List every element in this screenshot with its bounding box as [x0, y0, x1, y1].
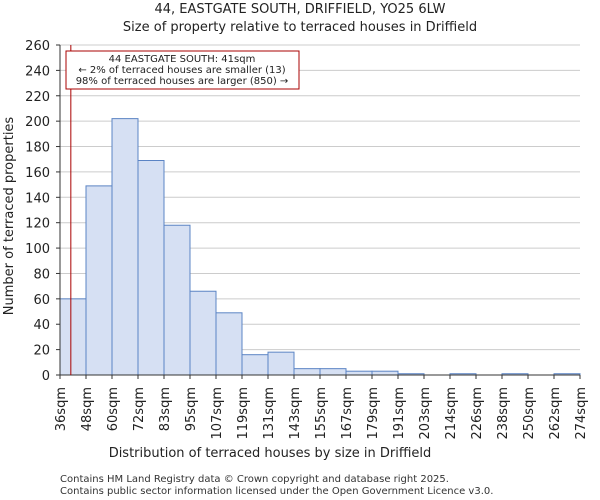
- x-tick-label: 262sqm: [548, 387, 563, 440]
- bar-179sqm: [371, 370, 399, 376]
- y-tick-label: 260: [25, 39, 50, 54]
- bar-119sqm: [241, 354, 269, 376]
- y-axis-label: Number of terraced properties: [2, 117, 17, 316]
- bar-36sqm: [59, 298, 87, 376]
- bar-83sqm: [163, 224, 191, 376]
- x-tick-label: 72sqm: [132, 387, 147, 431]
- x-tick-label: 250sqm: [522, 387, 537, 440]
- x-tick-label: 36sqm: [54, 387, 69, 431]
- y-tick-label: 80: [33, 267, 50, 282]
- x-tick-label: 119sqm: [236, 387, 251, 440]
- x-tick-label: 48sqm: [80, 387, 95, 431]
- bars: [59, 118, 581, 376]
- bar-167sqm: [345, 370, 373, 376]
- y-tick-label: 100: [25, 242, 50, 257]
- annotation-line-3: 98% of terraced houses are larger (850) …: [76, 76, 289, 87]
- x-tick-label: 226sqm: [470, 387, 485, 440]
- x-tick-label: 107sqm: [210, 387, 225, 440]
- y-tick-label: 200: [25, 115, 50, 130]
- bar-72sqm: [137, 160, 165, 376]
- chart-title-line-1: 44, EASTGATE SOUTH, DRIFFIELD, YO25 6LW: [154, 2, 445, 17]
- y-tick-label: 20: [33, 344, 50, 359]
- x-tick-label: 83sqm: [158, 387, 173, 431]
- bar-60sqm: [111, 118, 139, 376]
- x-tick-label: 214sqm: [444, 387, 459, 440]
- bar-143sqm: [293, 368, 321, 376]
- y-tick-label: 120: [25, 217, 50, 232]
- bar-107sqm: [215, 312, 243, 376]
- y-tick-label: 220: [25, 90, 50, 105]
- annotation-line-1: 44 EASTGATE SOUTH: 41sqm: [109, 54, 256, 65]
- y-tick-label: 40: [33, 318, 50, 333]
- x-tick-label: 155sqm: [314, 387, 329, 440]
- x-tick-label: 167sqm: [340, 387, 355, 440]
- y-tick-label: 160: [25, 166, 50, 181]
- bar-131sqm: [267, 351, 295, 376]
- chart-title-line-2: Size of property relative to terraced ho…: [123, 20, 477, 35]
- bar-95sqm: [189, 290, 217, 376]
- x-tick-label: 60sqm: [106, 387, 121, 431]
- footer-line-2: Contains public sector information licen…: [60, 486, 493, 497]
- bar-155sqm: [319, 368, 347, 376]
- y-tick-labels: 0 20 40 60 80 100 120 140 160 180 200 220 240 260: [25, 39, 60, 384]
- x-tick-label: 203sqm: [418, 387, 433, 440]
- footer-line-1: Contains HM Land Registry data © Crown c…: [60, 474, 449, 485]
- x-tick-label: 179sqm: [366, 387, 381, 440]
- x-tick-label: 95sqm: [184, 387, 199, 431]
- y-tick-label: 60: [33, 293, 50, 308]
- y-tick-label: 0: [42, 369, 50, 384]
- bar-48sqm: [85, 185, 113, 376]
- annotation-box: 44 EASTGATE SOUTH: 41sqm ← 2% of terrace…: [65, 50, 300, 90]
- x-tick-label: 274sqm: [574, 387, 589, 440]
- annotation-line-2: ← 2% of terraced houses are smaller (13): [78, 65, 285, 76]
- x-tick-label: 238sqm: [496, 387, 511, 440]
- x-tick-label: 143sqm: [288, 387, 303, 440]
- y-tick-label: 180: [25, 141, 50, 156]
- annotation-border: [65, 50, 300, 90]
- x-tick-label: 131sqm: [262, 387, 277, 440]
- x-axis-label: Distribution of terraced houses by size …: [109, 446, 432, 461]
- x-tick-label: 191sqm: [392, 387, 407, 440]
- y-tick-label: 140: [25, 191, 50, 206]
- y-tick-label: 240: [25, 64, 50, 79]
- x-tick-labels: 36sqm 48sqm 60sqm 72sqm 83sqm 95sqm 107sqm 119s…: [54, 375, 589, 440]
